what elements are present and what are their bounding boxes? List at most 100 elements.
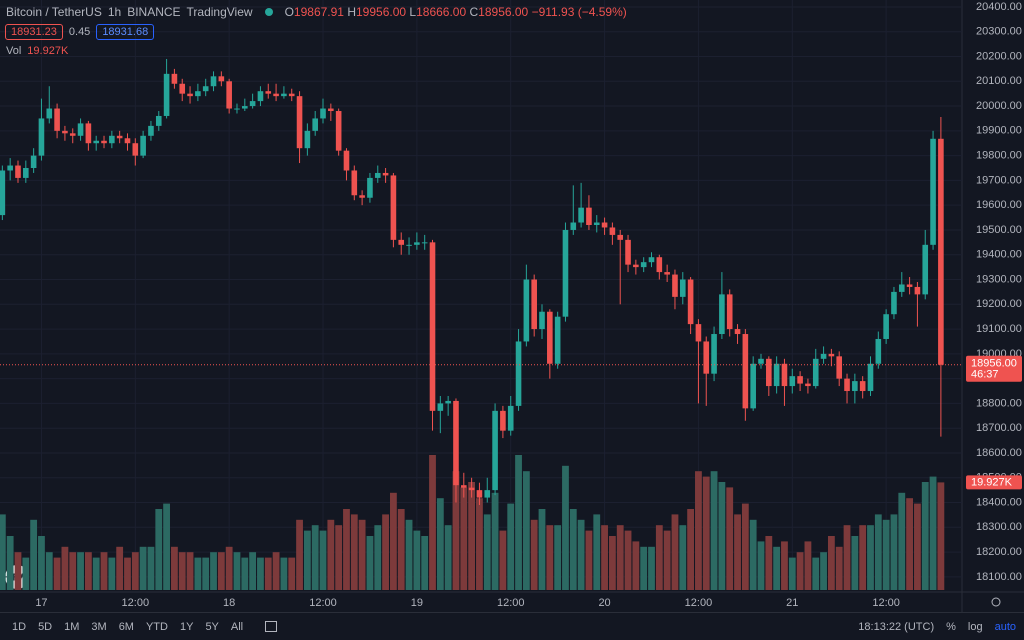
candle-body: [101, 140, 107, 144]
range-button[interactable]: 5Y: [205, 620, 219, 633]
volume-bar: [77, 552, 84, 590]
x-tick-label: 17: [35, 597, 47, 609]
volume-bar: [69, 552, 77, 590]
candle-body: [390, 175, 397, 240]
candle-body: [171, 73, 178, 84]
volume-bar: [335, 525, 343, 590]
volume-bar: [585, 530, 593, 590]
volume-bar: [225, 546, 233, 590]
volume-bar: [695, 471, 702, 590]
range-button[interactable]: 1M: [64, 620, 80, 633]
x-tick-label: 12:00: [872, 597, 900, 609]
volume-bar: [749, 519, 757, 590]
candle-body: [898, 284, 905, 292]
candle-body: [805, 383, 811, 387]
volume-bar: [210, 552, 217, 590]
volume-bar: [374, 525, 382, 590]
x-tick-label: 12:00: [685, 597, 713, 609]
y-tick-label: 20000.00: [976, 100, 1022, 112]
volume-bar: [405, 519, 413, 590]
last-price-badge: [966, 355, 1022, 382]
volume-bar: [507, 503, 515, 590]
candle-body: [922, 244, 929, 295]
volume-bar: [452, 471, 460, 590]
volume-bar: [804, 541, 812, 590]
candle-body: [257, 91, 264, 102]
candle-body: [640, 262, 647, 268]
h-key: H: [347, 5, 356, 19]
spread: 0.45: [68, 26, 91, 38]
volume-bar: [358, 519, 366, 590]
y-tick-label: 19900.00: [976, 125, 1022, 137]
range-button[interactable]: YTD: [145, 620, 168, 633]
volume-bar: [679, 525, 687, 590]
bid[interactable]: 18931.23: [5, 24, 63, 40]
volume-bar: [22, 557, 30, 590]
candle-body: [54, 108, 60, 131]
candle-body: [883, 314, 889, 339]
volume-bar: [61, 546, 69, 590]
volume-bar: [882, 519, 890, 590]
volume-bar: [100, 552, 108, 590]
percent-toggle[interactable]: %: [946, 620, 956, 633]
volume-bar: [663, 530, 671, 590]
candle-body: [844, 378, 850, 392]
range-button[interactable]: 1Y: [179, 620, 194, 633]
candle-body: [202, 86, 209, 92]
candle-body: [695, 324, 702, 342]
auto-toggle[interactable]: auto: [994, 620, 1016, 633]
candle-body: [453, 400, 459, 486]
candle-body: [726, 294, 733, 330]
candle-body: [562, 229, 569, 317]
volume-bar: [155, 509, 163, 590]
volume-bar: [343, 509, 350, 590]
calendar-icon[interactable]: [265, 621, 278, 632]
x-tick-label: 20: [598, 597, 610, 609]
candle-body: [820, 353, 827, 359]
y-tick-label: 20400.00: [976, 1, 1022, 13]
candle-body: [570, 222, 577, 230]
volume-bar: [867, 525, 874, 590]
volume-bar: [241, 557, 249, 590]
x-tick-label: 19: [411, 597, 423, 609]
y-tick-label: 18800.00: [976, 397, 1022, 409]
volume-bar: [640, 546, 648, 590]
candle-body: [507, 405, 514, 431]
volume-bar: [429, 455, 436, 590]
volume-bar: [233, 552, 241, 590]
range-button[interactable]: 3M: [91, 620, 107, 633]
x-tick-label: 12:00: [122, 597, 150, 609]
volume-bar: [397, 509, 405, 590]
candle-body: [515, 341, 522, 406]
ask[interactable]: 18931.68: [96, 24, 155, 40]
range-buttons: 1D 5D 1M 3M 6M YTD 1Y 5Y All: [12, 621, 243, 633]
x-tick-label: 18: [223, 597, 235, 609]
volume-bar: [765, 536, 773, 590]
range-button[interactable]: 6M: [118, 620, 134, 633]
candle-body: [484, 490, 491, 498]
volume-bar: [476, 498, 483, 590]
candle-body: [0, 170, 6, 216]
candle-body: [374, 172, 381, 178]
candle-body: [429, 242, 436, 411]
range-button[interactable]: All: [230, 620, 244, 633]
candle-body: [586, 207, 592, 225]
log-toggle[interactable]: log: [967, 620, 983, 633]
candle-body: [656, 257, 663, 273]
volume-bar: [835, 546, 843, 590]
volume-bar: [171, 546, 178, 590]
candle-body: [398, 239, 405, 245]
status-dot: [264, 8, 273, 16]
settings-icon[interactable]: [991, 597, 1001, 607]
candle-body: [93, 140, 99, 144]
range-button[interactable]: 1D: [12, 620, 27, 633]
volume-bar: [444, 525, 452, 590]
symbol[interactable]: Bitcoin / TetherUS: [6, 5, 102, 19]
range-button[interactable]: 5D: [38, 620, 53, 633]
candle-body: [930, 138, 936, 245]
volume-bar: [139, 546, 147, 590]
volume-bar: [554, 525, 562, 590]
interval[interactable]: 1h: [107, 5, 122, 19]
volume-bar: [812, 557, 820, 590]
volume-bar: [421, 536, 429, 590]
